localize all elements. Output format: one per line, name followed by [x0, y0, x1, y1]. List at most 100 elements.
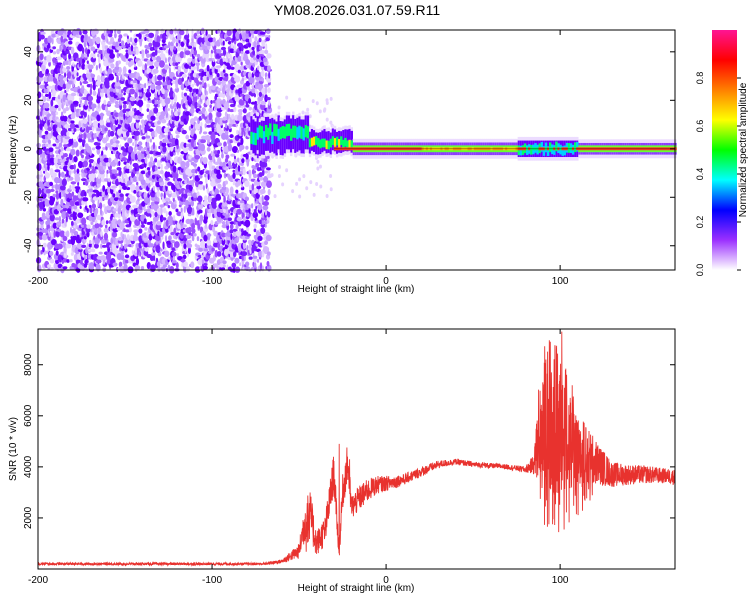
- heatmap-cell: [203, 248, 209, 252]
- heatmap-cell: [81, 52, 85, 59]
- heatmap-cell: [319, 139, 322, 149]
- heatmap-cell: [262, 131, 266, 144]
- heatmap-cell: [84, 254, 87, 260]
- heatmap-cell: [52, 193, 57, 198]
- heatmap-cell: [117, 46, 122, 51]
- heatmap-cell: [265, 28, 271, 35]
- heatmap-cell: [255, 162, 260, 168]
- heatmap-cell: [267, 211, 271, 218]
- heatmap-cell: [41, 212, 46, 218]
- heatmap-cell: [68, 53, 72, 60]
- heatmap-cell: [101, 244, 107, 248]
- heatmap-cell: [174, 27, 177, 35]
- heatmap-cell: [315, 181, 319, 186]
- heatmap-cell: [118, 169, 122, 176]
- heatmap-cell: [298, 194, 302, 199]
- heatmap-cell: [75, 218, 81, 224]
- heatmap-cell: [107, 178, 111, 183]
- heatmap-cell: [245, 145, 249, 150]
- heatmap-cell: [73, 64, 76, 68]
- heatmap-cell: [123, 234, 127, 240]
- heatmap-cell: [39, 122, 43, 131]
- heatmap-cell: [165, 210, 168, 217]
- snr-series-line: [38, 331, 675, 567]
- heatmap-cell: [129, 183, 136, 192]
- heatmap-cell: [156, 190, 160, 198]
- heatmap-cell: [220, 46, 226, 51]
- heatmap-cell: [167, 204, 171, 209]
- heatmap-cell: [311, 99, 315, 104]
- heatmap-cell: [38, 187, 42, 195]
- heatmap-cell: [112, 41, 117, 47]
- heatmap-cell: [222, 260, 227, 265]
- heatmap-cell: [76, 72, 79, 77]
- heatmap-cell: [183, 161, 186, 167]
- heatmap-cell: [266, 53, 272, 59]
- heatmap-cell: [62, 77, 68, 81]
- heatmap-cell: [137, 76, 142, 81]
- heatmap-cell: [91, 103, 97, 109]
- heatmap-cell: [316, 166, 320, 171]
- heatmap-cell: [70, 92, 77, 97]
- heatmap-cell: [228, 209, 231, 214]
- heatmap-cell: [40, 249, 43, 255]
- heatmap-cell: [59, 230, 66, 238]
- colorbar-tick-label: 0.0: [695, 264, 705, 277]
- heatmap-cell: [42, 109, 45, 117]
- heatmap-cell: [196, 30, 201, 35]
- heatmap-cell: [128, 69, 132, 74]
- heatmap-cell: [264, 124, 268, 138]
- heatmap-cell: [128, 227, 133, 233]
- heatmap-cell: [130, 59, 135, 66]
- heatmap-cell: [42, 208, 47, 212]
- heatmap-cell: [199, 105, 202, 109]
- heatmap-cell: [79, 145, 84, 151]
- heatmap-cell: [102, 203, 106, 208]
- heatmap-cell: [338, 139, 341, 148]
- heatmap-cell: [94, 227, 98, 234]
- heatmap-cell: [125, 49, 129, 53]
- heatmap-cell: [143, 82, 147, 89]
- heatmap-cell: [101, 219, 106, 226]
- heatmap-cell: [74, 246, 80, 255]
- heatmap-cell: [130, 99, 135, 107]
- heatmap-cell: [132, 79, 138, 84]
- heatmap-cell: [120, 40, 125, 47]
- heatmap-cell: [39, 153, 42, 158]
- heatmap-cell: [60, 63, 64, 71]
- heatmap-cell: [95, 145, 101, 150]
- heatmap-cell: [57, 107, 61, 112]
- heatmap-cell: [59, 185, 66, 191]
- heatmap-cell: [64, 50, 70, 54]
- heatmap-cell: [253, 261, 257, 269]
- heatmap-cell: [168, 211, 172, 216]
- heatmap-cell: [171, 192, 177, 199]
- heatmap-cell: [96, 142, 101, 146]
- heatmap-cell: [125, 52, 129, 59]
- heatmap-cell: [318, 109, 322, 114]
- heatmap-cell: [75, 149, 80, 157]
- heatmap-cell: [92, 189, 99, 193]
- x-tick-label: -100: [202, 575, 222, 586]
- heatmap-cell: [196, 236, 200, 242]
- heatmap-cell: [157, 50, 161, 54]
- heatmap-cell: [77, 43, 84, 52]
- heatmap-cell: [160, 118, 167, 124]
- heatmap-cell: [125, 146, 129, 153]
- heatmap-cell: [63, 44, 67, 52]
- heatmap-cell: [98, 251, 103, 255]
- heatmap-cell: [268, 34, 271, 39]
- heatmap-cell: [253, 228, 257, 233]
- heatmap-cell: [149, 213, 152, 218]
- heatmap-cell: [323, 138, 326, 148]
- heatmap-cell: [62, 266, 68, 270]
- heatmap-cell: [261, 77, 264, 82]
- heatmap-cell: [239, 262, 242, 267]
- heatmap-cells: [35, 27, 677, 274]
- heatmap-cell: [66, 131, 70, 137]
- heatmap-cell: [139, 113, 144, 117]
- heatmap-cell: [172, 165, 177, 173]
- heatmap-cell: [86, 242, 89, 251]
- heatmap-cell: [285, 95, 289, 100]
- heatmap-cell: [198, 174, 203, 179]
